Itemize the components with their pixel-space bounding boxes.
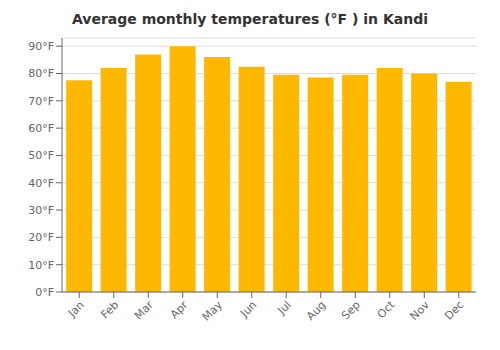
svg-text:Apr: Apr (168, 298, 191, 321)
svg-text:Jun: Jun (237, 298, 259, 320)
svg-text:10°F: 10°F (28, 259, 54, 272)
svg-text:90°F: 90°F (28, 40, 54, 53)
svg-text:Aug: Aug (304, 298, 328, 322)
svg-text:May: May (200, 298, 226, 324)
svg-text:50°F: 50°F (28, 149, 54, 162)
svg-text:Nov: Nov (408, 298, 433, 323)
svg-text:Mar: Mar (132, 298, 156, 322)
svg-text:40°F: 40°F (28, 177, 54, 190)
svg-text:Oct: Oct (375, 298, 398, 321)
svg-text:30°F: 30°F (28, 204, 54, 217)
svg-text:60°F: 60°F (28, 122, 54, 135)
svg-text:20°F: 20°F (28, 231, 54, 244)
svg-text:80°F: 80°F (28, 67, 54, 80)
svg-text:70°F: 70°F (28, 95, 54, 108)
svg-text:Jul: Jul (275, 298, 294, 317)
svg-text:Sep: Sep (339, 298, 363, 322)
svg-text:Jan: Jan (65, 298, 87, 320)
svg-text:Feb: Feb (98, 298, 121, 321)
svg-text:Dec: Dec (442, 298, 466, 322)
svg-text:0°F: 0°F (35, 286, 54, 299)
html-text:Average monthly temperatures (: Average monthly temperatures (°F ) in Ka… (72, 11, 428, 27)
